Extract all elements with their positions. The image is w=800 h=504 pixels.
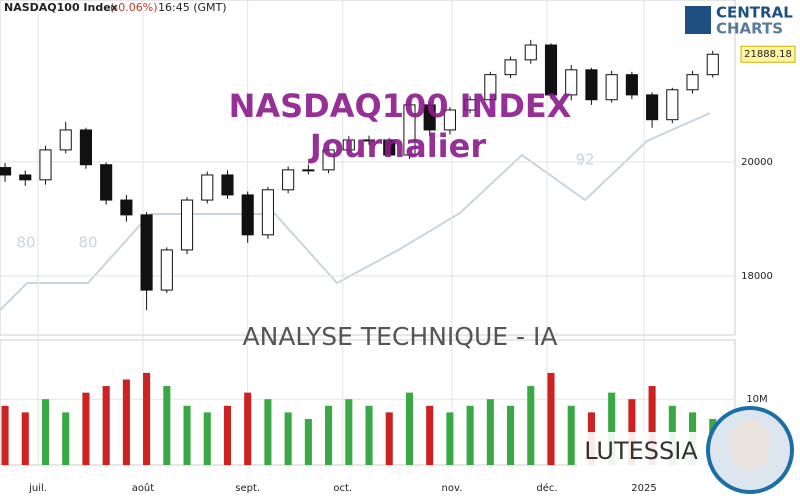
x-tick-label: nov. [442, 483, 463, 494]
volume-bar [365, 405, 373, 465]
y-tick-label: 18000 [741, 271, 773, 282]
candle-body [342, 139, 355, 151]
x-tick-label: juil. [28, 483, 47, 494]
candle-body [302, 169, 315, 172]
header-symbol: NASDAQ100 Index [4, 1, 118, 14]
candle-body [0, 167, 12, 176]
x-tick-label: août [132, 482, 155, 494]
volume-bar [446, 412, 454, 465]
volume-bar [21, 412, 29, 465]
volume-bar [264, 399, 272, 465]
candle-body [403, 104, 416, 156]
decor-number: 80 [78, 234, 97, 252]
header-change: (-0.06%) [110, 1, 158, 14]
volume-bar [122, 379, 130, 465]
logo-line2: CHARTS [716, 20, 783, 38]
candle-body [686, 74, 699, 91]
brand: LUTESSIA [584, 437, 698, 465]
volume-bar [1, 405, 9, 465]
candle-body [565, 69, 578, 96]
volume-bar [62, 412, 70, 465]
x-tick-label: 2025 [631, 483, 656, 494]
candle-body [39, 149, 52, 181]
candle-body [180, 199, 194, 251]
volume-bar [223, 405, 232, 465]
logo-line1: CENTRAL [716, 4, 793, 22]
candle-body [484, 74, 497, 101]
last-price-box [740, 45, 796, 63]
candle-body [706, 53, 719, 76]
candle-body [160, 249, 173, 291]
candle-body [201, 174, 214, 201]
volume-bar [304, 418, 312, 465]
x-tick-label: déc. [536, 482, 557, 494]
volume-bar [527, 386, 535, 465]
volume-bar [325, 405, 333, 465]
volume-bar [648, 386, 656, 465]
volume-bar [284, 412, 292, 465]
y-tick-label: 20000 [741, 157, 773, 168]
candle-body [423, 104, 436, 131]
candle-body [605, 74, 618, 101]
avatar-face [730, 419, 770, 471]
watermark-title: NASDAQ100 INDEX [229, 87, 572, 125]
brand-box [577, 432, 707, 472]
volume-bar [426, 405, 434, 465]
candle-body [19, 174, 32, 181]
candle-body [585, 69, 598, 101]
candle-body [524, 44, 537, 61]
candle-body [120, 199, 133, 216]
candle-body [504, 59, 517, 76]
candle-body [646, 94, 659, 121]
candle-body [221, 174, 234, 196]
volume-bar [405, 392, 413, 465]
volume-bar [41, 399, 50, 465]
volume-bar [143, 372, 151, 465]
last-price-label: 21888.18 [744, 49, 792, 60]
decor-number: 92 [575, 151, 594, 169]
candle-body [59, 129, 72, 151]
decor-line [0, 112, 711, 311]
volume-bar [567, 405, 575, 465]
y-tick-label: 10M [746, 394, 767, 405]
volume-bar [82, 392, 90, 465]
candle-body [383, 139, 396, 156]
volume-bar [163, 386, 171, 465]
candle-body [362, 139, 376, 142]
volume-bar [345, 399, 353, 465]
volume-bar [244, 392, 252, 465]
volume-bar [385, 412, 393, 465]
volume-bar [547, 372, 555, 465]
candle-body [100, 164, 113, 201]
candle-body [140, 214, 153, 291]
candle-body [443, 109, 456, 131]
x-tick-label: oct. [333, 483, 352, 494]
x-tick-label: sept. [235, 483, 260, 494]
volume-bar [608, 392, 616, 465]
volume-bar [466, 405, 474, 465]
watermark-subtitle: Journalier [308, 127, 486, 165]
candle-body [544, 44, 558, 96]
candle-body [464, 99, 477, 111]
candle-body [79, 129, 92, 166]
volume-bar [486, 399, 494, 465]
volume-bar [102, 386, 110, 465]
candle-body [261, 189, 274, 236]
candle-body [625, 74, 638, 96]
candle-body [282, 169, 295, 191]
logo-icon [685, 6, 711, 34]
candle-body [241, 194, 254, 236]
candle-body [666, 89, 679, 121]
price-panel [0, 0, 736, 336]
watermark-caption: ANALYSE TECHNIQUE - IA [243, 322, 558, 351]
candle-body [322, 149, 335, 171]
decor-number: 80 [16, 234, 35, 252]
header-time: 16:45 (GMT) [158, 1, 227, 14]
volume-bar [203, 412, 211, 465]
volume-bar [183, 405, 191, 465]
volume-bar [507, 405, 515, 465]
